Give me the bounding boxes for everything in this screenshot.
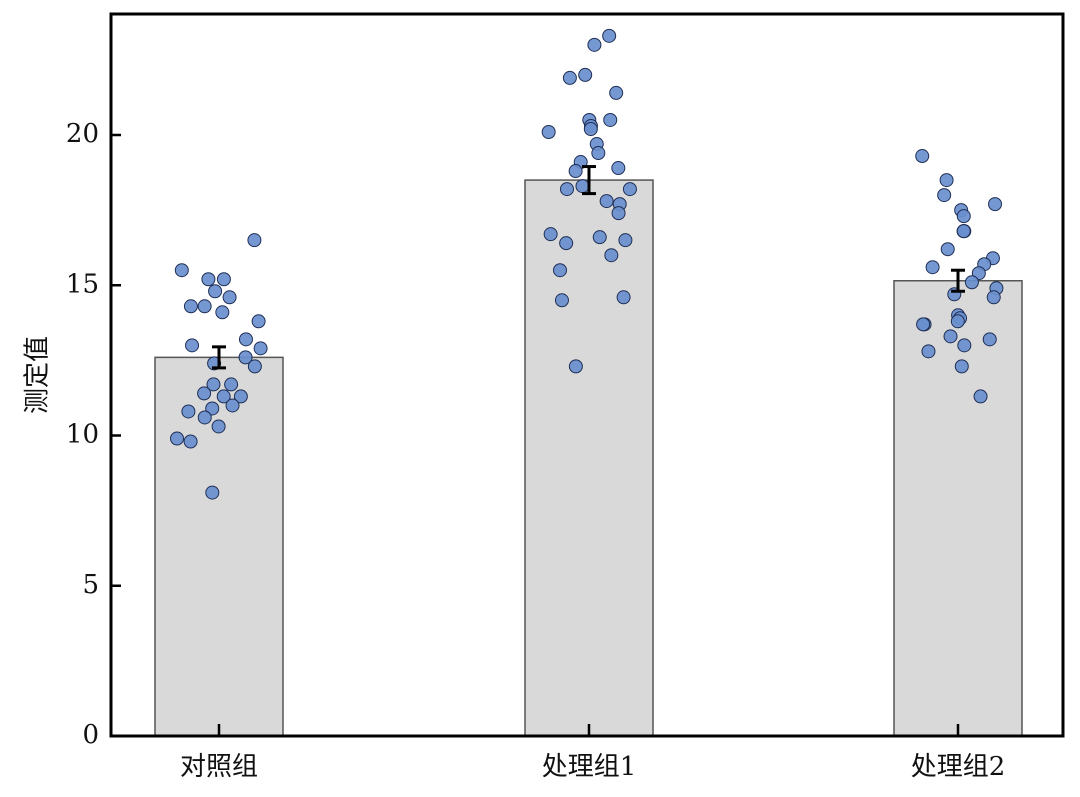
points-layer: [170, 28, 1004, 500]
data-point: [591, 146, 606, 161]
data-point: [205, 485, 220, 500]
data-point: [225, 398, 240, 413]
data-point: [937, 188, 952, 203]
data-point: [216, 389, 231, 404]
bars-layer: [154, 179, 1023, 737]
data-point: [233, 389, 248, 404]
data-point: [916, 317, 931, 332]
data-point: [622, 182, 637, 197]
data-point: [964, 275, 979, 290]
data-point: [950, 314, 965, 329]
data-point: [925, 260, 940, 275]
y-tick-label: 0: [82, 720, 99, 750]
data-point: [568, 359, 583, 374]
x-tick-label: 对照组: [180, 752, 258, 782]
data-point: [587, 37, 602, 52]
data-point: [197, 299, 212, 314]
bar-1: [154, 356, 284, 737]
data-point: [618, 233, 633, 248]
data-point: [183, 434, 198, 449]
y-axis-title: 测定值: [23, 336, 53, 414]
data-point: [174, 263, 189, 278]
data-point: [238, 332, 253, 347]
data-point: [609, 85, 624, 100]
data-point: [988, 197, 1003, 212]
data-point: [583, 121, 598, 136]
y-tick-label: 20: [66, 119, 99, 149]
y-tick-label: 10: [66, 420, 99, 450]
data-point: [197, 410, 212, 425]
data-point: [224, 377, 239, 392]
data-point: [553, 263, 568, 278]
data-point: [603, 112, 618, 127]
data-point: [602, 28, 617, 43]
data-point: [541, 124, 556, 139]
data-point: [568, 164, 583, 179]
data-point: [982, 332, 997, 347]
data-point: [183, 299, 198, 314]
data-point: [554, 293, 569, 308]
x-tick-label: 处理组2: [911, 752, 1006, 782]
plot-frame: [109, 12, 1065, 738]
y-axis: 0 5 10 15 20: [66, 119, 121, 750]
data-point: [559, 236, 574, 251]
bar-2: [524, 179, 654, 737]
data-point: [604, 248, 619, 263]
error-bars-layer: [212, 165, 965, 370]
data-point: [940, 242, 955, 257]
data-point: [599, 194, 614, 209]
data-point: [247, 359, 262, 374]
data-point: [253, 341, 268, 356]
data-point: [559, 182, 574, 197]
x-tick-label: 处理组1: [542, 752, 637, 782]
data-point: [211, 419, 226, 434]
data-point: [247, 233, 262, 248]
data-point: [208, 284, 223, 299]
data-point: [986, 290, 1001, 305]
data-point: [543, 227, 558, 242]
data-point: [921, 344, 936, 359]
data-point: [205, 401, 220, 416]
x-axis: 对照组 处理组1 处理组2: [180, 724, 1005, 782]
data-point: [611, 206, 626, 221]
data-point: [956, 224, 971, 239]
data-point: [185, 338, 200, 353]
data-point: [957, 338, 972, 353]
data-point: [973, 389, 988, 404]
data-point: [915, 149, 930, 164]
data-point: [222, 290, 237, 305]
data-point: [578, 67, 593, 82]
y-tick-label: 5: [82, 570, 99, 600]
data-point: [215, 305, 230, 320]
data-point: [939, 173, 954, 188]
data-point: [562, 70, 577, 85]
data-point: [206, 377, 221, 392]
bar-3: [893, 279, 1023, 737]
data-point: [956, 209, 971, 224]
data-point: [238, 350, 253, 365]
data-point: [181, 404, 196, 419]
data-point: [954, 359, 969, 374]
data-point: [251, 314, 266, 329]
data-point: [611, 161, 626, 176]
data-point: [592, 230, 607, 245]
data-point: [616, 290, 631, 305]
data-point: [170, 431, 185, 446]
data-point: [201, 272, 216, 287]
y-tick-label: 15: [66, 269, 99, 299]
data-point: [943, 329, 958, 344]
data-point: [197, 386, 212, 401]
data-point: [216, 272, 231, 287]
data-point: [575, 179, 590, 194]
